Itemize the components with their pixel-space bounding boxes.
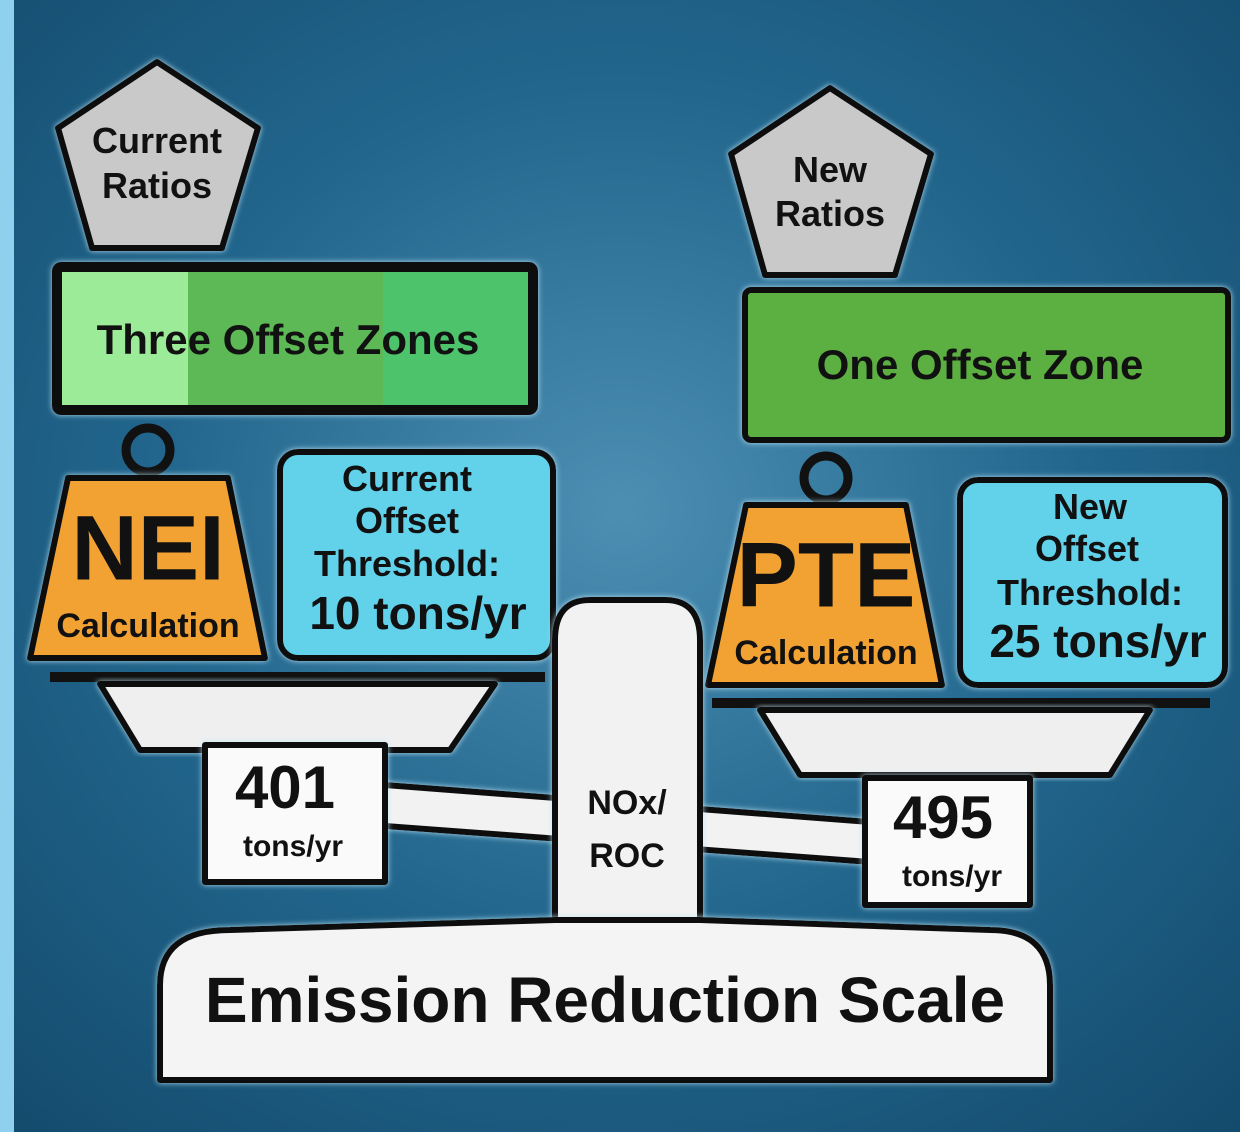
- text-line: Current: [342, 458, 472, 499]
- side-strip: [0, 0, 14, 1132]
- pan: [760, 710, 1150, 775]
- text-line: NOx/: [587, 784, 667, 822]
- pan: [100, 684, 495, 750]
- weight-label: PTE: [737, 524, 916, 626]
- emissions-unit: tons/yr: [243, 830, 343, 863]
- text-line: Threshold:: [997, 572, 1183, 613]
- base-label: Emission Reduction Scale: [205, 964, 1005, 1036]
- weight-sub: Calculation: [734, 634, 917, 672]
- emissions-unit: tons/yr: [902, 860, 1002, 893]
- text-line: Ratios: [775, 193, 885, 234]
- text-line: Ratios: [102, 165, 212, 206]
- text-line: New: [1053, 486, 1128, 527]
- zones-label: One Offset Zone: [817, 341, 1144, 388]
- text-line: ROC: [589, 837, 665, 875]
- text-line: Offset: [1035, 528, 1139, 569]
- text-line: 25 tons/yr: [989, 615, 1206, 667]
- text-line: 10 tons/yr: [309, 587, 526, 639]
- text-line: Current: [92, 120, 222, 161]
- text-line: Threshold:: [314, 543, 500, 584]
- text-line: Offset: [355, 500, 459, 541]
- emissions-value: 495: [893, 784, 993, 851]
- weight-label: NEI: [71, 497, 224, 599]
- text-line: New: [793, 149, 868, 190]
- weight-sub: Calculation: [56, 607, 239, 645]
- emissions-value: 401: [235, 754, 335, 821]
- zones-label: Three Offset Zones: [97, 316, 480, 363]
- infographic: CurrentRatios NewRatios Three Offset Zon…: [0, 0, 1240, 1132]
